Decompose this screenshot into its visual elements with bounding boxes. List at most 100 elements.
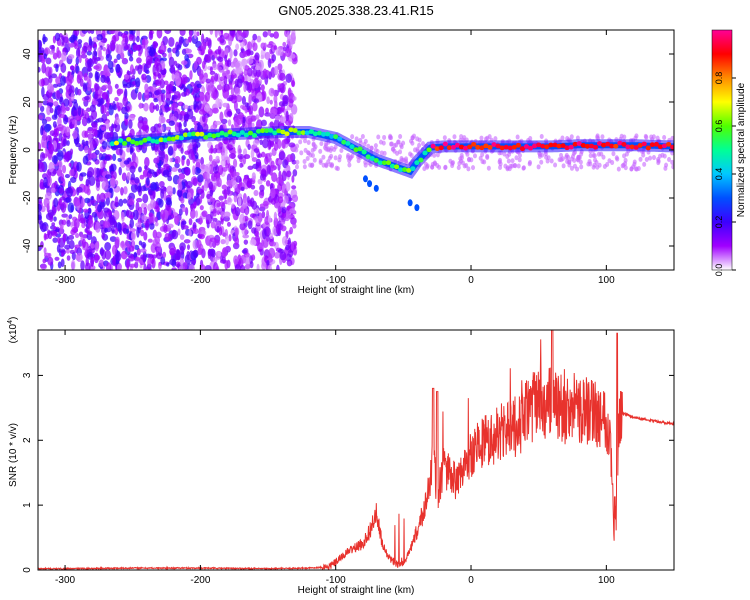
noise-blob — [181, 205, 186, 213]
ridge-point — [629, 144, 635, 150]
noise-blob — [182, 192, 188, 199]
noise-blob — [305, 155, 310, 161]
noise-blob — [116, 101, 120, 109]
noise-blob — [98, 131, 103, 140]
ridge-point — [134, 140, 140, 146]
ridge-point — [251, 133, 258, 138]
noise-blob — [185, 88, 190, 96]
noise-blob — [124, 35, 129, 46]
noise-blob — [148, 31, 154, 41]
noise-blob — [108, 30, 116, 34]
noise-blob — [48, 143, 55, 155]
noise-blob — [108, 126, 113, 132]
noise-blob — [128, 245, 135, 252]
noise-blob — [266, 164, 271, 175]
noise-blob — [185, 180, 193, 189]
noise-blob — [623, 165, 628, 171]
noise-blob — [155, 62, 162, 73]
noise-blob — [615, 156, 620, 162]
noise-blob — [611, 151, 616, 157]
noise-blob — [592, 153, 597, 159]
noise-blob — [121, 57, 129, 65]
noise-blob — [369, 145, 374, 151]
noise-blob — [401, 140, 406, 146]
noise-blob — [69, 169, 75, 177]
noise-blob — [60, 172, 65, 182]
ridge-point — [385, 160, 392, 166]
noise-blob — [39, 105, 45, 112]
noise-blob — [167, 145, 174, 156]
noise-blob — [107, 83, 112, 90]
noise-blob — [64, 151, 72, 162]
noise-blob — [165, 197, 172, 206]
noise-blob — [104, 242, 112, 251]
noise-blob — [263, 42, 267, 49]
noise-blob — [82, 208, 89, 213]
ridge-point — [349, 144, 355, 150]
noise-blob — [382, 134, 387, 140]
noise-blob — [266, 96, 270, 105]
noise-blob — [256, 35, 262, 43]
noise-blob — [139, 248, 147, 253]
noise-blob — [52, 121, 57, 128]
noise-blob — [97, 117, 104, 123]
noise-blob — [60, 258, 65, 268]
noise-blob — [107, 60, 114, 70]
noise-blob — [136, 226, 140, 238]
noise-blob — [93, 254, 101, 261]
noise-blob — [254, 65, 261, 71]
noise-blob — [79, 217, 86, 224]
noise-blob — [252, 139, 260, 146]
noise-blob — [52, 83, 59, 88]
noise-blob — [282, 52, 287, 58]
noise-blob — [196, 31, 200, 37]
noise-blob — [77, 105, 82, 117]
noise-blob — [539, 134, 544, 140]
noise-blob — [84, 145, 89, 154]
noise-blob — [199, 205, 204, 211]
noise-blob — [229, 168, 234, 180]
ridge-point — [373, 158, 379, 163]
noise-blob — [67, 71, 71, 76]
noise-blob — [150, 126, 157, 133]
noise-blob — [295, 143, 300, 149]
noise-blob — [60, 62, 67, 73]
spectrogram-x-ticks: -300 -200 -100 0 100 — [55, 30, 615, 286]
noise-blob — [217, 66, 222, 71]
noise-blob — [84, 262, 91, 270]
noise-blob — [115, 252, 122, 262]
ridge-point — [617, 140, 623, 146]
ridge-point — [540, 143, 546, 149]
noise-blob — [68, 85, 75, 95]
noise-blob — [218, 195, 224, 201]
noise-blob — [233, 170, 237, 181]
noise-blob — [67, 202, 75, 213]
noise-blob — [120, 43, 124, 54]
noise-blob — [559, 152, 564, 158]
ridge-point — [645, 145, 651, 151]
noise-blob — [310, 153, 315, 159]
noise-blob — [77, 39, 83, 44]
noise-blob — [160, 92, 166, 103]
noise-blob — [318, 148, 323, 154]
noise-blob — [181, 155, 185, 167]
noise-blob — [173, 60, 178, 66]
noise-blob — [253, 148, 260, 153]
noise-blob — [114, 227, 119, 236]
noise-blob — [222, 102, 229, 108]
noise-blob — [502, 151, 507, 157]
ridge-point — [442, 141, 448, 147]
noise-blob — [157, 169, 162, 175]
noise-blob — [130, 183, 138, 193]
noise-blob — [94, 222, 101, 233]
noise-blob — [42, 77, 50, 86]
noise-blob — [234, 206, 241, 217]
noise-blob — [432, 152, 437, 158]
ridge-point — [316, 130, 323, 136]
noise-blob — [350, 134, 355, 140]
noise-blob — [323, 145, 328, 151]
noise-blob — [145, 166, 149, 171]
noise-blob — [104, 249, 112, 260]
noise-blob — [199, 264, 206, 270]
noise-blob — [175, 75, 182, 86]
